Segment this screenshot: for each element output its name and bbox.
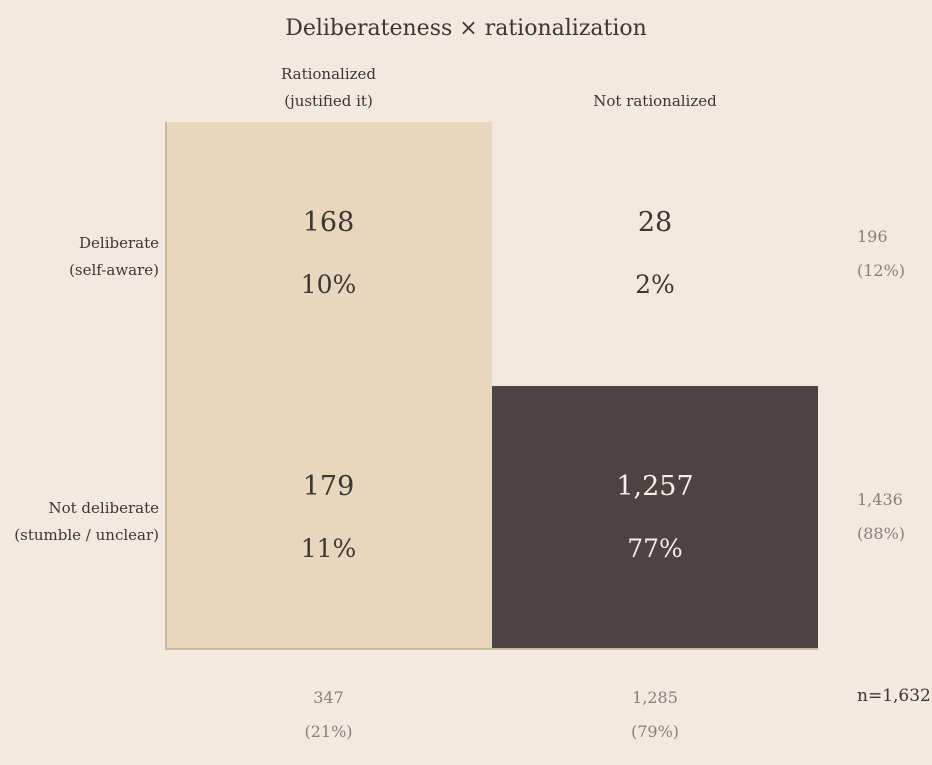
column-total-count: 347 [313, 688, 344, 707]
cell-percent: 10% [300, 270, 357, 299]
bottom-axis-line [165, 648, 818, 650]
row-total-not-deliberate: 1,436 (88%) [857, 483, 905, 551]
row-header-line1: Deliberate [79, 234, 159, 252]
cell-count: 179 [302, 470, 355, 502]
cell-count: 1,257 [616, 470, 694, 502]
column-total-percent: (21%) [304, 722, 353, 741]
column-header-line1: Rationalized [280, 65, 377, 83]
row-header-line2: (stumble / unclear) [14, 526, 159, 544]
grand-total: n=1,632 [857, 686, 931, 706]
row-header-not-deliberate: Not deliberate (stumble / unclear) [0, 495, 159, 549]
cell-percent: 2% [635, 270, 675, 299]
row-total-count: 1,436 [857, 490, 903, 509]
row-total-percent: (12%) [857, 261, 906, 280]
cell-percent: 77% [627, 533, 683, 563]
left-axis-line [165, 122, 167, 650]
column-header-rationalized: Rationalized (justified it) [165, 61, 492, 115]
column-total-not-rationalized: 1,285 (79%) [492, 681, 818, 749]
heatmap-cell-not-deliberate-not-rationalized: 1,257 77% [492, 386, 818, 649]
column-header-line1: Not rationalized [593, 92, 717, 110]
row-header-line2: (self-aware) [69, 261, 159, 279]
column-header-line2: (justified it) [284, 92, 373, 110]
row-total-percent: (88%) [857, 524, 906, 543]
column-header-not-rationalized: Not rationalized [492, 88, 818, 115]
cell-percent: 11% [300, 533, 357, 563]
row-header-deliberate: Deliberate (self-aware) [0, 230, 159, 284]
column-total-percent: (79%) [630, 722, 680, 741]
chart-title: Deliberateness × rationalization [285, 16, 647, 41]
column-total-rationalized: 347 (21%) [165, 681, 492, 749]
cell-count: 168 [302, 207, 355, 238]
column-total-count: 1,285 [632, 688, 678, 707]
heatmap-cell-deliberate-rationalized: 168 10% [165, 122, 492, 386]
row-header-line1: Not deliberate [48, 499, 159, 517]
cell-count: 28 [637, 207, 673, 238]
row-total-deliberate: 196 (12%) [857, 220, 905, 288]
heatmap-cell-not-deliberate-rationalized: 179 11% [165, 386, 492, 649]
heatmap-cell-deliberate-not-rationalized: 28 2% [492, 122, 818, 386]
row-total-count: 196 [857, 227, 888, 246]
